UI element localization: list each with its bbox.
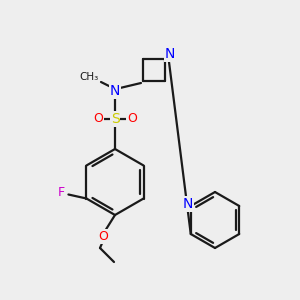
Text: O: O [127, 112, 137, 125]
Text: N: N [183, 197, 193, 211]
Text: O: O [98, 230, 108, 242]
Text: N: N [110, 84, 120, 98]
Text: O: O [93, 112, 103, 125]
Text: S: S [111, 112, 119, 126]
Text: F: F [58, 186, 65, 199]
Text: CH₃: CH₃ [80, 72, 99, 82]
Text: N: N [165, 47, 175, 61]
